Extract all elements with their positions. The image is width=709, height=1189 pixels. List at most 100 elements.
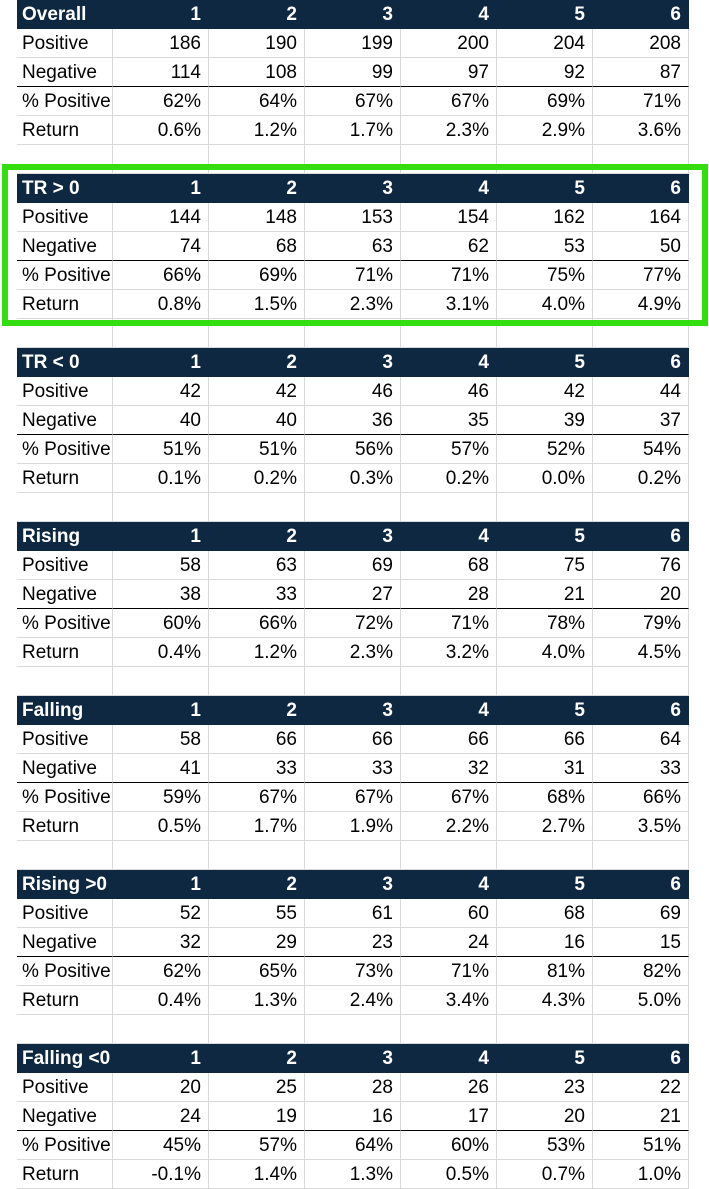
empty-cell[interactable]	[305, 319, 401, 348]
value-cell[interactable]: 28	[401, 580, 497, 609]
value-cell[interactable]: 71%	[401, 957, 497, 986]
value-cell[interactable]: 37	[593, 406, 689, 435]
value-cell[interactable]: 87	[593, 58, 689, 87]
value-cell[interactable]: 67%	[305, 87, 401, 116]
empty-cell[interactable]	[497, 145, 593, 174]
column-header-cell[interactable]: 6	[593, 348, 689, 377]
value-cell[interactable]: 82%	[593, 957, 689, 986]
value-cell[interactable]: 1.9%	[305, 812, 401, 841]
empty-cell[interactable]	[113, 145, 209, 174]
value-cell[interactable]: 22	[593, 1073, 689, 1102]
value-cell[interactable]: 57%	[401, 435, 497, 464]
value-cell[interactable]: 66	[305, 725, 401, 754]
row-label-cell[interactable]: Return	[17, 290, 113, 319]
empty-cell[interactable]	[17, 1015, 113, 1044]
value-cell[interactable]: 46	[305, 377, 401, 406]
empty-cell[interactable]	[209, 493, 305, 522]
value-cell[interactable]: 63	[305, 232, 401, 261]
value-cell[interactable]: 4.0%	[497, 638, 593, 667]
column-header-cell[interactable]: 1	[113, 174, 209, 203]
column-header-cell[interactable]: 2	[209, 870, 305, 899]
value-cell[interactable]: 79%	[593, 609, 689, 638]
column-header-cell[interactable]: 4	[401, 870, 497, 899]
column-header-cell[interactable]: 6	[593, 1044, 689, 1073]
value-cell[interactable]: 64%	[209, 87, 305, 116]
column-header-cell[interactable]: 5	[497, 0, 593, 29]
value-cell[interactable]: 75	[497, 551, 593, 580]
value-cell[interactable]: 65%	[209, 957, 305, 986]
row-label-cell[interactable]: Negative	[17, 754, 113, 783]
value-cell[interactable]: 204	[497, 29, 593, 58]
column-header-cell[interactable]: 4	[401, 348, 497, 377]
value-cell[interactable]: 20	[593, 580, 689, 609]
value-cell[interactable]: 20	[113, 1073, 209, 1102]
column-header-cell[interactable]: 6	[593, 522, 689, 551]
value-cell[interactable]: 58	[113, 725, 209, 754]
value-cell[interactable]: 45%	[113, 1131, 209, 1160]
empty-cell[interactable]	[401, 1015, 497, 1044]
value-cell[interactable]: 40	[113, 406, 209, 435]
value-cell[interactable]: 57%	[209, 1131, 305, 1160]
row-label-cell[interactable]: % Positive	[17, 1131, 113, 1160]
column-header-cell[interactable]: 6	[593, 0, 689, 29]
value-cell[interactable]: 71%	[401, 261, 497, 290]
value-cell[interactable]: 32	[113, 928, 209, 957]
row-label-cell[interactable]: Positive	[17, 725, 113, 754]
value-cell[interactable]: 23	[497, 1073, 593, 1102]
value-cell[interactable]: 62%	[113, 87, 209, 116]
column-header-cell[interactable]: 1	[113, 870, 209, 899]
empty-cell[interactable]	[113, 493, 209, 522]
value-cell[interactable]: 92	[497, 58, 593, 87]
empty-cell[interactable]	[113, 667, 209, 696]
empty-cell[interactable]	[209, 319, 305, 348]
row-label-cell[interactable]: % Positive	[17, 435, 113, 464]
value-cell[interactable]: 27	[305, 580, 401, 609]
value-cell[interactable]: 2.3%	[305, 638, 401, 667]
value-cell[interactable]: 2.2%	[401, 812, 497, 841]
value-cell[interactable]: 76	[593, 551, 689, 580]
row-label-cell[interactable]: Negative	[17, 580, 113, 609]
row-label-cell[interactable]: Negative	[17, 232, 113, 261]
value-cell[interactable]: 35	[401, 406, 497, 435]
value-cell[interactable]: 78%	[497, 609, 593, 638]
column-header-cell[interactable]: 4	[401, 522, 497, 551]
column-header-cell[interactable]: 3	[305, 0, 401, 29]
value-cell[interactable]: 3.4%	[401, 986, 497, 1015]
row-label-cell[interactable]: Return	[17, 464, 113, 493]
value-cell[interactable]: 33	[593, 754, 689, 783]
empty-cell[interactable]	[305, 1015, 401, 1044]
column-header-cell[interactable]: 1	[113, 348, 209, 377]
section-title[interactable]: TR > 0	[17, 174, 113, 203]
value-cell[interactable]: 69	[593, 899, 689, 928]
empty-cell[interactable]	[593, 1015, 689, 1044]
value-cell[interactable]: 51%	[209, 435, 305, 464]
section-title[interactable]: Rising >0	[17, 870, 113, 899]
column-header-cell[interactable]: 5	[497, 696, 593, 725]
value-cell[interactable]: 4.3%	[497, 986, 593, 1015]
value-cell[interactable]: 31	[497, 754, 593, 783]
value-cell[interactable]: 0.4%	[113, 986, 209, 1015]
value-cell[interactable]: 16	[497, 928, 593, 957]
value-cell[interactable]: 148	[209, 203, 305, 232]
value-cell[interactable]: 64%	[305, 1131, 401, 1160]
value-cell[interactable]: 16	[305, 1102, 401, 1131]
value-cell[interactable]: 5.0%	[593, 986, 689, 1015]
row-label-cell[interactable]: Positive	[17, 899, 113, 928]
value-cell[interactable]: 4.9%	[593, 290, 689, 319]
column-header-cell[interactable]: 2	[209, 174, 305, 203]
value-cell[interactable]: 67%	[401, 87, 497, 116]
row-label-cell[interactable]: Return	[17, 812, 113, 841]
value-cell[interactable]: 71%	[305, 261, 401, 290]
value-cell[interactable]: 2.3%	[305, 290, 401, 319]
value-cell[interactable]: 1.7%	[209, 812, 305, 841]
value-cell[interactable]: 68	[401, 551, 497, 580]
column-header-cell[interactable]: 3	[305, 348, 401, 377]
value-cell[interactable]: 66	[401, 725, 497, 754]
column-header-cell[interactable]: 6	[593, 174, 689, 203]
value-cell[interactable]: 4.5%	[593, 638, 689, 667]
row-label-cell[interactable]: % Positive	[17, 609, 113, 638]
row-label-cell[interactable]: % Positive	[17, 783, 113, 812]
empty-cell[interactable]	[209, 841, 305, 870]
empty-cell[interactable]	[593, 319, 689, 348]
value-cell[interactable]: 21	[497, 580, 593, 609]
